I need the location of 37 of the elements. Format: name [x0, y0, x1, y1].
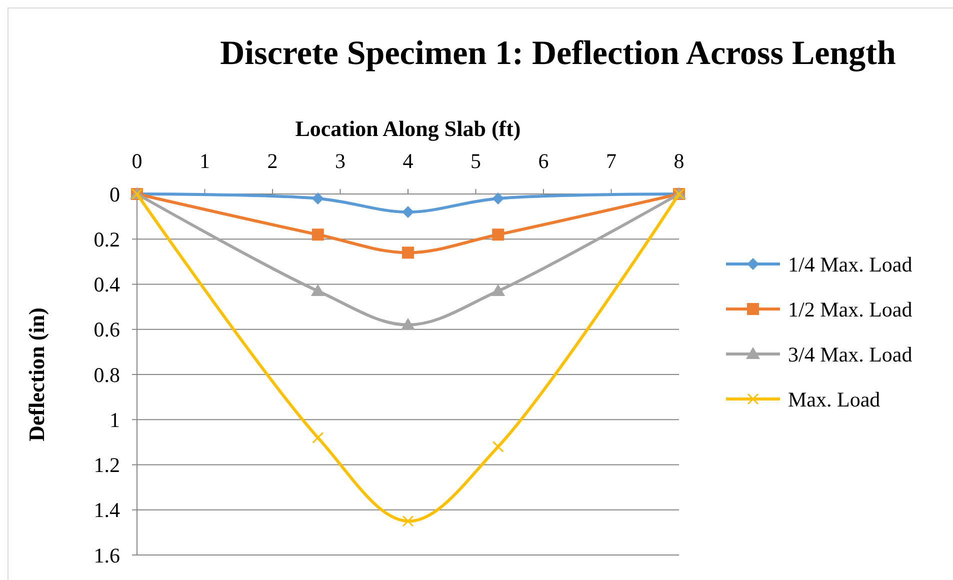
y-axis-title: Deflection (in) — [24, 308, 49, 442]
y-tick-label: 1.4 — [94, 498, 120, 522]
x-tick-label: 1 — [200, 149, 210, 173]
x-tick-label: 8 — [674, 149, 684, 173]
point — [491, 284, 506, 296]
y-tick-label: 1.2 — [94, 453, 120, 478]
y-tick-label: 1 — [110, 408, 120, 432]
x-axis-title: Location Along Slab (ft) — [295, 116, 521, 141]
x-tick-label: 3 — [335, 149, 346, 173]
legend-label: Max. Load — [788, 387, 881, 412]
x-tick-label: 4 — [402, 149, 414, 173]
point — [312, 228, 324, 241]
x-tick-label: 0 — [132, 149, 142, 173]
y-tick-label: 0 — [110, 182, 120, 206]
point — [492, 440, 504, 452]
y-tick-label: 0.6 — [94, 318, 120, 342]
point — [492, 192, 504, 205]
point — [402, 246, 414, 259]
chart-title: Discrete Specimen 1: Deflection Across Length — [220, 35, 896, 72]
y-tick-label: 0.8 — [94, 362, 120, 387]
x-tick-label: 6 — [538, 149, 549, 173]
point — [402, 206, 414, 218]
point — [312, 192, 324, 205]
x-tick-label: 2 — [267, 149, 278, 173]
legend-label: 3/4 Max. Load — [788, 342, 913, 366]
y-tick-label: 0.2 — [94, 227, 120, 252]
y-tick-label: 1.6 — [94, 543, 120, 568]
legend-label: 1/4 Max. Load — [788, 252, 913, 276]
point — [401, 318, 415, 330]
point — [310, 284, 325, 296]
point — [402, 515, 414, 527]
point — [492, 228, 504, 241]
point — [312, 432, 324, 444]
x-tick-label: 5 — [470, 149, 481, 173]
y-tick-label: 0.4 — [94, 272, 120, 297]
legend-label: 1/2 Max. Load — [788, 297, 913, 322]
x-tick-label: 7 — [606, 149, 616, 173]
